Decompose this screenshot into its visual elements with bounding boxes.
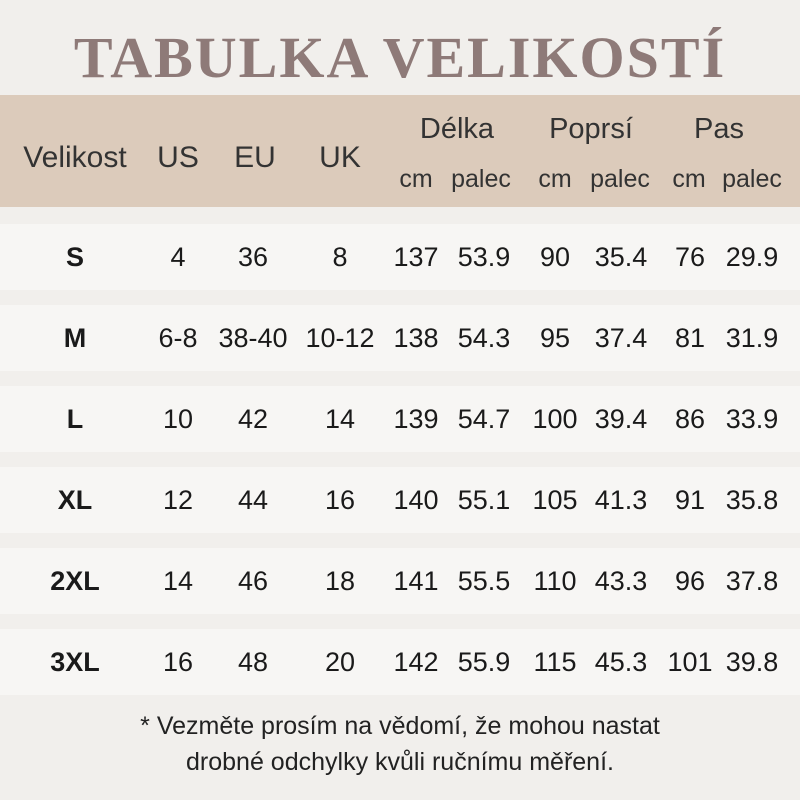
cell-length-inch: 54.7 (457, 404, 511, 434)
cell-us: 10 (162, 404, 194, 434)
cell-length-inch: 54.3 (457, 323, 511, 353)
cell-waist-cm: 91 (674, 485, 706, 515)
cell-us: 14 (162, 566, 194, 596)
table-row: XL 12 44 16 140 55.1 105 41.3 91 35.8 (0, 467, 800, 533)
cell-size: 2XL (50, 566, 100, 596)
cell-waist-inch: 29.9 (725, 242, 779, 272)
cell-uk: 8 (332, 242, 348, 272)
cell-size: XL (57, 485, 93, 515)
cell-uk: 20 (324, 647, 356, 677)
cell-waist-inch: 33.9 (725, 404, 779, 434)
cell-waist-cm: 96 (674, 566, 706, 596)
cell-us: 16 (162, 647, 194, 677)
cell-waist-cm: 101 (667, 647, 713, 677)
cell-us: 6-8 (158, 323, 198, 353)
cell-length-inch: 53.9 (457, 242, 511, 272)
footnote-line-1: * Vezměte prosím na vědomí, že mohou nas… (140, 712, 660, 740)
cell-eu: 36 (237, 242, 269, 272)
cell-length-cm: 138 (393, 323, 439, 353)
cell-size: S (65, 242, 85, 272)
cell-bust-inch: 39.4 (594, 404, 648, 434)
cell-uk: 10-12 (305, 323, 375, 353)
cell-us: 12 (162, 485, 194, 515)
cell-length-cm: 141 (393, 566, 439, 596)
cell-bust-cm: 100 (532, 404, 578, 434)
cell-waist-inch: 31.9 (725, 323, 779, 353)
table-row: 2XL 14 46 18 141 55.5 110 43.3 96 37.8 (0, 548, 800, 614)
cell-size: L (66, 404, 84, 434)
page-title: TABULKA VELIKOSTÍ (73, 25, 727, 90)
cell-length-cm: 142 (393, 647, 439, 677)
cell-length-inch: 55.9 (457, 647, 511, 677)
cell-eu: 44 (237, 485, 269, 515)
cell-length-inch: 55.1 (457, 485, 511, 515)
cell-length-cm: 139 (393, 404, 439, 434)
header-length-cm: cm (399, 165, 433, 193)
header-length: Délka (419, 113, 495, 145)
cell-eu: 38-40 (218, 323, 288, 353)
header-bust-inch: palec (590, 165, 650, 193)
cell-bust-inch: 37.4 (594, 323, 648, 353)
header-length-inch: palec (451, 165, 511, 193)
footnote-line-2: drobné odchylky kvůli ručnímu měření. (186, 748, 614, 776)
cell-bust-inch: 35.4 (594, 242, 648, 272)
header-bust-cm: cm (538, 165, 572, 193)
cell-size: 3XL (50, 647, 100, 677)
header-eu: EU (234, 141, 276, 174)
header-bust: Poprsí (549, 113, 633, 145)
cell-bust-cm: 115 (533, 647, 577, 677)
table-header: Velikost US EU UK Délka Poprsí Pas cm pa… (0, 95, 800, 207)
cell-bust-cm: 90 (539, 242, 571, 272)
cell-bust-inch: 43.3 (594, 566, 648, 596)
cell-size: M (63, 323, 87, 353)
cell-bust-cm: 110 (533, 566, 577, 596)
cell-eu: 46 (237, 566, 269, 596)
cell-bust-inch: 45.3 (594, 647, 648, 677)
cell-waist-cm: 76 (674, 242, 706, 272)
cell-waist-cm: 86 (674, 404, 706, 434)
cell-us: 4 (170, 242, 186, 272)
table-row: 3XL 16 48 20 142 55.9 115 45.3 101 39.8 (0, 629, 800, 695)
cell-waist-inch: 37.8 (725, 566, 779, 596)
cell-bust-cm: 95 (539, 323, 571, 353)
cell-eu: 48 (237, 647, 269, 677)
cell-bust-inch: 41.3 (594, 485, 648, 515)
cell-bust-cm: 105 (532, 485, 578, 515)
cell-waist-inch: 39.8 (725, 647, 779, 677)
cell-length-cm: 140 (393, 485, 439, 515)
header-waist-cm: cm (672, 165, 706, 193)
cell-waist-cm: 81 (674, 323, 706, 353)
table-row: S 4 36 8 137 53.9 90 35.4 76 29.9 (0, 224, 800, 290)
cell-uk: 16 (324, 485, 356, 515)
cell-waist-inch: 35.8 (725, 485, 779, 515)
table-row: L 10 42 14 139 54.7 100 39.4 86 33.9 (0, 386, 800, 452)
cell-uk: 14 (324, 404, 356, 434)
table-row: M 6-8 38-40 10-12 138 54.3 95 37.4 81 31.9 (0, 305, 800, 371)
cell-length-cm: 137 (393, 242, 439, 272)
footnote: * Vezměte prosím na vědomí, že mohou nas… (0, 708, 800, 780)
header-waist: Pas (694, 113, 744, 145)
cell-length-inch: 55.5 (457, 566, 511, 596)
header-us: US (157, 141, 199, 174)
cell-eu: 42 (237, 404, 269, 434)
header-size: Velikost (23, 141, 127, 174)
header-uk: UK (319, 141, 361, 174)
cell-uk: 18 (324, 566, 356, 596)
header-waist-inch: palec (722, 165, 782, 193)
